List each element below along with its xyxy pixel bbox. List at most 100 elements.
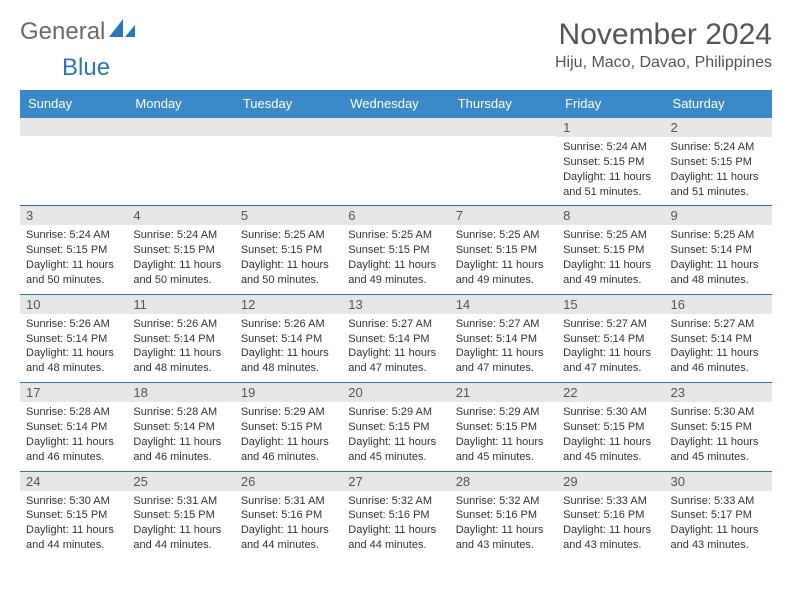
sunrise-text: Sunrise: 5:24 AM xyxy=(133,228,228,243)
day-body: Sunrise: 5:28 AMSunset: 5:14 PMDaylight:… xyxy=(127,402,234,470)
day-body-empty xyxy=(127,136,234,198)
day-number: 17 xyxy=(20,383,127,402)
logo-text-blue: Blue xyxy=(62,54,110,81)
day-body: Sunrise: 5:27 AMSunset: 5:14 PMDaylight:… xyxy=(665,314,772,382)
sunset-text: Sunset: 5:15 PM xyxy=(133,508,228,523)
sunset-text: Sunset: 5:14 PM xyxy=(26,332,121,347)
sunset-text: Sunset: 5:15 PM xyxy=(133,243,228,258)
daylight-text: Daylight: 11 hours and 45 minutes. xyxy=(348,435,443,465)
calendar-day-cell xyxy=(235,118,342,206)
daylight-text: Daylight: 11 hours and 43 minutes. xyxy=(456,523,551,553)
calendar-day-cell: 12Sunrise: 5:26 AMSunset: 5:14 PMDayligh… xyxy=(235,294,342,382)
daylight-text: Daylight: 11 hours and 50 minutes. xyxy=(241,258,336,288)
sunset-text: Sunset: 5:17 PM xyxy=(671,508,766,523)
calendar-day-cell xyxy=(450,118,557,206)
day-body: Sunrise: 5:25 AMSunset: 5:14 PMDaylight:… xyxy=(665,225,772,293)
sunrise-text: Sunrise: 5:27 AM xyxy=(563,317,658,332)
day-body: Sunrise: 5:29 AMSunset: 5:15 PMDaylight:… xyxy=(235,402,342,470)
sunset-text: Sunset: 5:15 PM xyxy=(563,420,658,435)
sunrise-text: Sunrise: 5:24 AM xyxy=(26,228,121,243)
location-text: Hiju, Maco, Davao, Philippines xyxy=(555,54,772,72)
calendar-week-row: 10Sunrise: 5:26 AMSunset: 5:14 PMDayligh… xyxy=(20,294,772,382)
calendar-day-cell: 11Sunrise: 5:26 AMSunset: 5:14 PMDayligh… xyxy=(127,294,234,382)
day-number: 18 xyxy=(127,383,234,402)
day-number: 5 xyxy=(235,206,342,225)
sunrise-text: Sunrise: 5:26 AM xyxy=(133,317,228,332)
sunrise-text: Sunrise: 5:33 AM xyxy=(671,494,766,509)
sunset-text: Sunset: 5:15 PM xyxy=(563,243,658,258)
sunrise-text: Sunrise: 5:30 AM xyxy=(671,405,766,420)
day-number: 24 xyxy=(20,472,127,491)
daylight-text: Daylight: 11 hours and 44 minutes. xyxy=(348,523,443,553)
sunrise-text: Sunrise: 5:27 AM xyxy=(671,317,766,332)
day-number: 14 xyxy=(450,295,557,314)
calendar-day-cell: 25Sunrise: 5:31 AMSunset: 5:15 PMDayligh… xyxy=(127,471,234,559)
calendar-week-row: 1Sunrise: 5:24 AMSunset: 5:15 PMDaylight… xyxy=(20,118,772,206)
sunrise-text: Sunrise: 5:32 AM xyxy=(348,494,443,509)
calendar-day-cell: 19Sunrise: 5:29 AMSunset: 5:15 PMDayligh… xyxy=(235,383,342,471)
sunrise-text: Sunrise: 5:24 AM xyxy=(671,140,766,155)
calendar-day-cell: 26Sunrise: 5:31 AMSunset: 5:16 PMDayligh… xyxy=(235,471,342,559)
day-number-empty xyxy=(235,118,342,136)
day-body: Sunrise: 5:27 AMSunset: 5:14 PMDaylight:… xyxy=(557,314,664,382)
sunset-text: Sunset: 5:15 PM xyxy=(348,420,443,435)
sunset-text: Sunset: 5:15 PM xyxy=(456,420,551,435)
daylight-text: Daylight: 11 hours and 46 minutes. xyxy=(26,435,121,465)
calendar-day-cell: 13Sunrise: 5:27 AMSunset: 5:14 PMDayligh… xyxy=(342,294,449,382)
day-body: Sunrise: 5:26 AMSunset: 5:14 PMDaylight:… xyxy=(20,314,127,382)
daylight-text: Daylight: 11 hours and 45 minutes. xyxy=(671,435,766,465)
logo: General xyxy=(20,18,135,46)
day-body: Sunrise: 5:31 AMSunset: 5:15 PMDaylight:… xyxy=(127,491,234,559)
daylight-text: Daylight: 11 hours and 50 minutes. xyxy=(133,258,228,288)
day-body: Sunrise: 5:32 AMSunset: 5:16 PMDaylight:… xyxy=(342,491,449,559)
day-number: 10 xyxy=(20,295,127,314)
calendar-day-cell: 30Sunrise: 5:33 AMSunset: 5:17 PMDayligh… xyxy=(665,471,772,559)
sunset-text: Sunset: 5:14 PM xyxy=(26,420,121,435)
title-block: November 2024 Hiju, Maco, Davao, Philipp… xyxy=(555,18,772,72)
calendar-day-cell: 6Sunrise: 5:25 AMSunset: 5:15 PMDaylight… xyxy=(342,206,449,294)
calendar-day-cell: 3Sunrise: 5:24 AMSunset: 5:15 PMDaylight… xyxy=(20,206,127,294)
daylight-text: Daylight: 11 hours and 48 minutes. xyxy=(133,346,228,376)
sunset-text: Sunset: 5:15 PM xyxy=(563,155,658,170)
sunset-text: Sunset: 5:14 PM xyxy=(671,243,766,258)
day-number: 25 xyxy=(127,472,234,491)
logo-text-general: General xyxy=(20,18,105,46)
sunrise-text: Sunrise: 5:33 AM xyxy=(563,494,658,509)
daylight-text: Daylight: 11 hours and 48 minutes. xyxy=(671,258,766,288)
day-number: 9 xyxy=(665,206,772,225)
day-body-empty xyxy=(235,136,342,198)
daylight-text: Daylight: 11 hours and 47 minutes. xyxy=(456,346,551,376)
daylight-text: Daylight: 11 hours and 47 minutes. xyxy=(348,346,443,376)
sunrise-text: Sunrise: 5:31 AM xyxy=(241,494,336,509)
sunset-text: Sunset: 5:15 PM xyxy=(26,508,121,523)
sunset-text: Sunset: 5:16 PM xyxy=(456,508,551,523)
day-body: Sunrise: 5:26 AMSunset: 5:14 PMDaylight:… xyxy=(235,314,342,382)
calendar-day-cell: 8Sunrise: 5:25 AMSunset: 5:15 PMDaylight… xyxy=(557,206,664,294)
weekday-header: Sunday xyxy=(20,90,127,118)
day-body: Sunrise: 5:29 AMSunset: 5:15 PMDaylight:… xyxy=(450,402,557,470)
calendar-week-row: 3Sunrise: 5:24 AMSunset: 5:15 PMDaylight… xyxy=(20,206,772,294)
calendar-day-cell: 21Sunrise: 5:29 AMSunset: 5:15 PMDayligh… xyxy=(450,383,557,471)
calendar-day-cell: 1Sunrise: 5:24 AMSunset: 5:15 PMDaylight… xyxy=(557,118,664,206)
day-body: Sunrise: 5:24 AMSunset: 5:15 PMDaylight:… xyxy=(127,225,234,293)
sunrise-text: Sunrise: 5:28 AM xyxy=(133,405,228,420)
day-number: 12 xyxy=(235,295,342,314)
calendar-day-cell: 16Sunrise: 5:27 AMSunset: 5:14 PMDayligh… xyxy=(665,294,772,382)
calendar-day-cell: 15Sunrise: 5:27 AMSunset: 5:14 PMDayligh… xyxy=(557,294,664,382)
sunrise-text: Sunrise: 5:27 AM xyxy=(348,317,443,332)
day-number: 3 xyxy=(20,206,127,225)
day-number-empty xyxy=(20,118,127,136)
sunrise-text: Sunrise: 5:28 AM xyxy=(26,405,121,420)
day-body-empty xyxy=(20,136,127,198)
sunset-text: Sunset: 5:15 PM xyxy=(671,420,766,435)
sunrise-text: Sunrise: 5:26 AM xyxy=(241,317,336,332)
daylight-text: Daylight: 11 hours and 44 minutes. xyxy=(133,523,228,553)
day-number: 1 xyxy=(557,118,664,137)
calendar-day-cell: 27Sunrise: 5:32 AMSunset: 5:16 PMDayligh… xyxy=(342,471,449,559)
sunrise-text: Sunrise: 5:29 AM xyxy=(348,405,443,420)
day-body: Sunrise: 5:25 AMSunset: 5:15 PMDaylight:… xyxy=(557,225,664,293)
calendar-day-cell xyxy=(127,118,234,206)
sunrise-text: Sunrise: 5:27 AM xyxy=(456,317,551,332)
day-body: Sunrise: 5:30 AMSunset: 5:15 PMDaylight:… xyxy=(665,402,772,470)
day-number: 13 xyxy=(342,295,449,314)
